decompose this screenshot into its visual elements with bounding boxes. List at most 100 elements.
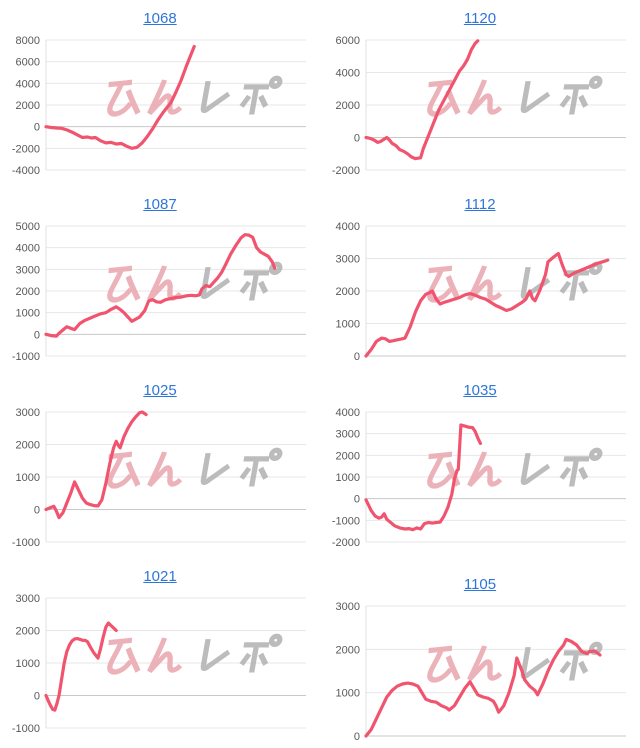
chart-title: 1105 — [320, 574, 640, 598]
y-axis-tick-label: 1000 — [336, 472, 360, 484]
y-axis-tick-label: 3000 — [336, 254, 360, 266]
y-axis-tick-label: 0 — [354, 731, 360, 743]
y-axis-tick-label: 0 — [34, 329, 40, 341]
y-axis-tick-label: -1000 — [12, 723, 40, 735]
y-axis-tick-label: 1000 — [336, 688, 360, 700]
minrepo-watermark — [107, 447, 283, 489]
minrepo-watermark — [427, 447, 603, 489]
y-axis-tick-label: -1000 — [12, 351, 40, 363]
y-axis-tick-label: 4000 — [16, 243, 40, 255]
watermark-glyph — [427, 645, 453, 683]
slump-chart: 4000 3000 2000 1000 0 -1000 -2000 — [332, 407, 626, 549]
y-axis-tick-label: 1000 — [16, 472, 40, 484]
watermark-glyph — [520, 81, 551, 113]
y-axis-tick-label: 0 — [354, 494, 360, 506]
y-axis-tick-label: 2000 — [336, 644, 360, 656]
watermark-glyph — [467, 79, 503, 115]
chart-title-link[interactable]: 1105 — [463, 576, 497, 593]
slump-line-series — [364, 637, 602, 738]
y-axis-tick-label: 0 — [354, 133, 360, 145]
watermark-glyph — [200, 81, 231, 113]
chart-title-link[interactable]: 1120 — [463, 10, 497, 27]
minrepo-watermark — [427, 641, 603, 683]
watermark-glyph — [427, 265, 453, 303]
y-axis-tick-label: 3000 — [336, 601, 360, 613]
slump-line-series — [364, 423, 482, 532]
chart-cell: 1112 4000 3000 2000 1000 0 — [320, 186, 640, 372]
y-axis-tick-label: -1000 — [332, 515, 360, 527]
watermark-glyph — [107, 637, 133, 675]
chart-title: 1025 — [0, 380, 320, 404]
y-axis-tick-label: 1000 — [16, 308, 40, 320]
chart-title: 1021 — [0, 566, 320, 590]
slump-line-series — [364, 39, 480, 161]
y-axis-tick-label: 0 — [354, 351, 360, 363]
chart-title: 1112 — [320, 194, 640, 218]
y-axis-tick-label: 2000 — [16, 286, 40, 298]
chart-title-link[interactable]: 1068 — [143, 10, 177, 27]
watermark-glyph — [147, 265, 183, 301]
y-axis-tick-label: 4000 — [16, 78, 40, 90]
watermark-glyph — [107, 79, 133, 117]
slump-chart: 3000 2000 1000 0 — [336, 601, 626, 743]
y-axis-tick-label: 2000 — [336, 286, 360, 298]
y-axis-tick-label: 2000 — [336, 100, 360, 112]
y-axis-tick-label: 5000 — [16, 221, 40, 233]
y-axis-tick-label: 3000 — [16, 264, 40, 276]
watermark-glyph — [559, 447, 603, 487]
chart-title-link[interactable]: 1112 — [464, 196, 496, 213]
watermark-glyph — [559, 75, 603, 115]
watermark-glyph — [125, 89, 141, 115]
watermark-glyph — [467, 265, 503, 301]
minrepo-watermark — [427, 75, 603, 117]
y-axis-tick-label: -2000 — [12, 143, 40, 155]
watermark-glyph — [147, 637, 183, 673]
watermark-glyph — [445, 655, 461, 681]
y-axis-tick-label: 0 — [34, 505, 40, 517]
watermark-glyph — [147, 79, 183, 115]
chart-title: 1120 — [320, 8, 640, 32]
y-axis-tick-label: 1000 — [336, 319, 360, 331]
y-axis-tick-label: 2000 — [16, 100, 40, 112]
watermark-glyph — [427, 79, 453, 117]
watermark-glyph — [200, 453, 231, 485]
chart-title: 1087 — [0, 194, 320, 218]
slump-line-series — [44, 44, 196, 150]
chart-cell: 1025 3000 2000 1000 0 -1000 — [0, 372, 320, 558]
minrepo-watermark — [107, 75, 283, 117]
watermark-glyph — [125, 647, 141, 673]
watermark-glyph — [445, 461, 461, 487]
chart-cell: 1068 8000 6000 4000 2000 0 -2000 -4000 — [0, 0, 320, 186]
y-axis-tick-label: -4000 — [12, 165, 40, 177]
slump-chart: 5000 4000 3000 2000 1000 0 -1000 — [12, 221, 306, 363]
y-axis-tick-label: 6000 — [336, 35, 360, 47]
y-axis-tick-label: 3000 — [16, 407, 40, 419]
watermark-glyph — [239, 633, 283, 673]
watermark-glyph — [467, 451, 503, 487]
chart-title-link[interactable]: 1025 — [143, 382, 177, 399]
chart-cell: 1021 3000 2000 1000 0 -1000 — [0, 558, 320, 744]
y-axis-tick-label: 2000 — [16, 626, 40, 638]
y-axis-tick-label: 0 — [34, 691, 40, 703]
chart-title-link[interactable]: 1087 — [143, 196, 177, 213]
y-axis-tick-label: 0 — [34, 122, 40, 134]
slump-chart: 6000 4000 2000 0 -2000 — [332, 35, 626, 177]
slump-chart: 3000 2000 1000 0 -1000 — [12, 593, 306, 735]
y-axis-tick-label: 4000 — [336, 68, 360, 80]
watermark-glyph — [125, 275, 141, 301]
watermark-glyph — [107, 265, 133, 303]
slump-line-series — [44, 410, 148, 520]
watermark-glyph — [125, 461, 141, 487]
chart-title: 1035 — [320, 380, 640, 404]
watermark-glyph — [427, 451, 453, 489]
chart-title-link[interactable]: 1021 — [143, 568, 177, 585]
watermark-glyph — [467, 645, 503, 681]
watermark-glyph — [239, 261, 283, 301]
chart-title-link[interactable]: 1035 — [463, 382, 497, 399]
watermark-glyph — [520, 453, 551, 485]
y-axis-tick-label: 8000 — [16, 35, 40, 47]
y-axis-tick-label: -1000 — [12, 537, 40, 549]
watermark-glyph — [147, 451, 183, 487]
y-axis-tick-label: -2000 — [332, 537, 360, 549]
